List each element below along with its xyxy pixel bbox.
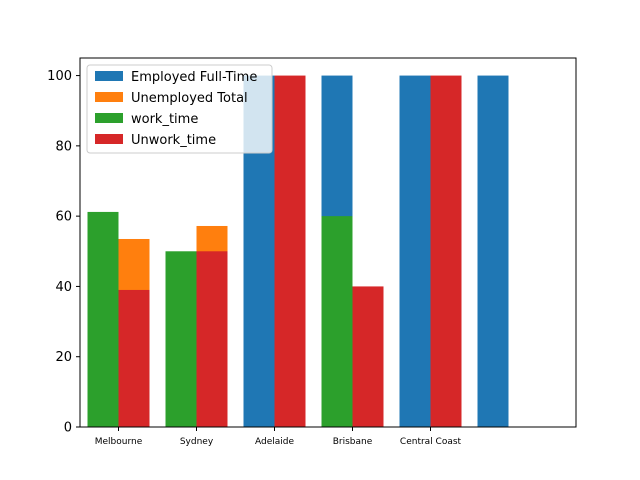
y-tick-label: 20: [55, 350, 72, 365]
bar-unwork-time-adelaide: [274, 75, 306, 428]
y-axis: 0 20 40 60 80 100: [47, 69, 80, 436]
legend-swatch-employed-full-time: [95, 71, 123, 81]
x-tick-label-sydney: Sydney: [180, 437, 214, 447]
bar-work-time-sydney: [165, 251, 197, 427]
bar-work-time-melbourne: [87, 211, 119, 427]
legend-swatch-unemployed-total: [95, 92, 123, 102]
y-tick-label: 80: [55, 139, 72, 154]
y-tick-label: 0: [64, 421, 72, 436]
plot-frame: [79, 57, 577, 428]
x-tick-label-adelaide: Adelaide: [255, 437, 294, 447]
legend-label-work-time: work_time: [131, 112, 198, 127]
bar-unwork-time-sydney: [196, 251, 228, 427]
bars-layer: [87, 75, 509, 428]
bar-work-time-brisbane: [321, 216, 353, 427]
bar-employed-full-time-central-coast: [399, 75, 431, 428]
bar-unwork-time-central-coast: [430, 75, 462, 428]
x-tick-label-central-coast: Central Coast: [400, 437, 462, 447]
x-tick-label-melbourne: Melbourne: [95, 437, 143, 447]
bar-unwork-time-melbourne: [118, 289, 150, 427]
legend-swatch-unwork-time: [95, 134, 123, 144]
legend-label-employed-full-time: Employed Full-Time: [131, 70, 257, 85]
y-tick-label: 60: [55, 210, 72, 225]
bar-unwork-time-brisbane: [352, 286, 384, 427]
x-tick-label-brisbane: Brisbane: [333, 437, 373, 447]
bar-employed-full-time-extra: [477, 75, 509, 428]
legend-swatch-work-time: [95, 113, 123, 123]
y-tick-label: 100: [47, 69, 72, 84]
legend-label-unwork-time: Unwork_time: [131, 133, 216, 148]
y-tick-label: 40: [55, 280, 72, 295]
x-axis: Melbourne Sydney Adelaide Brisbane Central C…: [95, 427, 462, 447]
legend-label-unemployed-total: Unemployed Total: [131, 91, 248, 106]
legend: Employed Full-Time Unemployed Total work_t…: [86, 64, 273, 154]
legend-box: [86, 64, 273, 154]
